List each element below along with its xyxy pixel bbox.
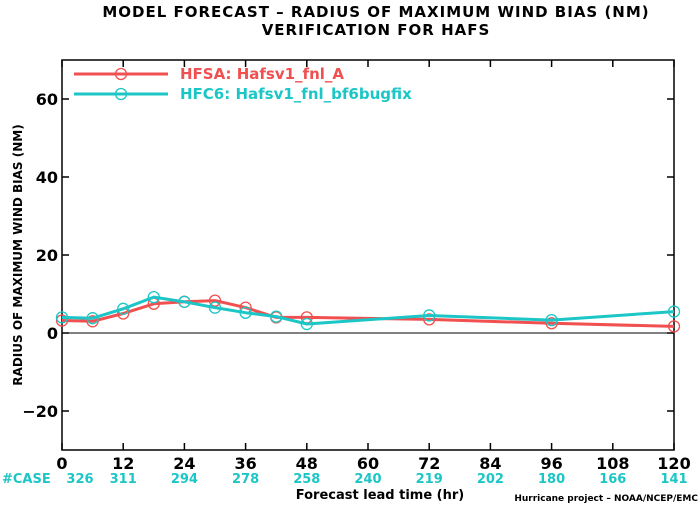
x-axis-label: Forecast lead time (hr) — [296, 488, 464, 503]
series-line — [61, 299, 675, 328]
legend: HFSA: Hafsv1_fnl_A HFC6: Hafsv1_fnl_bf6bu… — [74, 65, 412, 103]
case-count: 294 — [171, 472, 198, 487]
data-point — [300, 317, 313, 331]
case-count: 166 — [599, 472, 626, 487]
x-tick-label: 72 — [418, 454, 440, 473]
data-point — [208, 301, 222, 314]
data-point — [667, 320, 681, 333]
case-count: 240 — [354, 472, 381, 487]
case-count: 278 — [232, 472, 259, 487]
y-tick-label: 60 — [36, 90, 58, 109]
x-tick-label: 96 — [540, 454, 562, 473]
data-point — [423, 309, 436, 322]
case-counts: 326 311 294 278 258 240 219 202 180 166 141 — [66, 472, 687, 487]
data-point — [545, 317, 558, 330]
data-point — [178, 295, 191, 308]
series-line — [61, 295, 675, 326]
x-tick-label: 12 — [112, 454, 134, 473]
x-tick-label: 120 — [657, 454, 690, 473]
y-tick-label: −20 — [22, 402, 58, 421]
data-point — [239, 306, 252, 319]
case-count: 219 — [416, 472, 443, 487]
legend-label: HFC6: Hafsv1_fnl_bf6bugfix — [180, 85, 412, 103]
y-axis-label: RADIUS OF MAXIMUM WIND BIAS (NM) — [11, 124, 25, 385]
data-point — [270, 310, 283, 323]
case-count: 180 — [538, 472, 565, 487]
data-point — [667, 305, 681, 318]
x-tick-label: 84 — [479, 454, 501, 473]
chart-title: MODEL FORECAST – RADIUS OF MAXIMUM WIND … — [102, 3, 649, 21]
data-point — [55, 314, 69, 327]
y-tick-label: 0 — [47, 324, 58, 343]
case-count: 202 — [477, 472, 504, 487]
data-point — [86, 312, 99, 325]
legend-marker — [114, 87, 128, 101]
x-tick-label: 36 — [234, 454, 256, 473]
data-point — [55, 311, 69, 324]
x-tick-label: 108 — [596, 454, 629, 473]
case-label: #CASE — [2, 472, 51, 487]
legend-marker — [114, 67, 128, 81]
data-point — [86, 315, 99, 328]
y-axis: −20 0 20 40 60 — [22, 90, 674, 421]
data-point — [117, 302, 130, 315]
chart-subtitle: VERIFICATION FOR HAFS — [262, 21, 491, 39]
y-tick-label: 40 — [36, 168, 58, 187]
series-2 — [55, 290, 681, 331]
credit-text: Hurricane project – NOAA/NCEP/EMC — [514, 494, 698, 504]
case-count: 311 — [110, 472, 137, 487]
x-tick-label: 48 — [296, 454, 318, 473]
x-tick-label: 60 — [357, 454, 379, 473]
data-point — [147, 290, 160, 304]
legend-label: HFSA: Hafsv1_fnl_A — [180, 65, 344, 83]
x-axis: 0 12 24 36 48 60 72 84 96 108 120 — [56, 60, 691, 473]
case-count: 141 — [660, 472, 687, 487]
x-tick-label: 24 — [173, 454, 195, 473]
case-count: 258 — [293, 472, 320, 487]
series-layer — [55, 290, 681, 333]
data-point — [423, 313, 436, 326]
x-tick-label: 0 — [56, 454, 67, 473]
data-point — [545, 313, 558, 327]
y-tick-label: 20 — [36, 246, 58, 265]
plot-frame — [61, 59, 675, 451]
case-count: 326 — [66, 472, 93, 487]
